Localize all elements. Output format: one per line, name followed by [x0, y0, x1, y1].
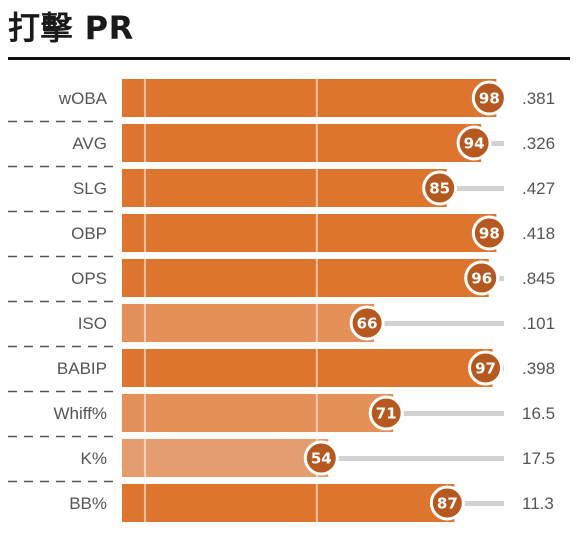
stat-value: .845: [522, 269, 555, 288]
percentile-badge: [471, 80, 507, 116]
percentile-label: 94: [464, 135, 485, 153]
percentile-badge: [429, 485, 465, 521]
bar-fill: [122, 259, 489, 297]
stat-value: 16.5: [522, 404, 555, 423]
category-label: wOBA: [58, 89, 108, 108]
reference-line: [315, 259, 318, 297]
stat-value: .427: [522, 179, 555, 198]
reference-line: [315, 349, 318, 387]
reference-line: [143, 124, 146, 162]
stat-value: .381: [522, 89, 555, 108]
stat-value: .398: [522, 359, 555, 378]
percentile-label: 71: [376, 405, 397, 423]
reference-line: [315, 169, 318, 207]
reference-line: [143, 394, 146, 432]
category-label: BB%: [69, 494, 107, 513]
reference-line: [143, 214, 146, 252]
percentile-label: 96: [471, 270, 492, 288]
reference-line: [143, 259, 146, 297]
percentile-label: 98: [479, 225, 500, 243]
percentile-label: 85: [429, 180, 450, 198]
reference-line: [143, 304, 146, 342]
stat-value: .418: [522, 224, 555, 243]
bar-fill: [122, 304, 375, 342]
category-label: ISO: [78, 314, 107, 333]
title-underline: [8, 57, 570, 60]
percentile-label: 54: [311, 450, 332, 468]
percentile-badge: [368, 395, 404, 431]
percentile-badge: [468, 350, 504, 386]
reference-line: [143, 439, 146, 477]
percentile-badge: [456, 125, 492, 161]
bar-fill: [122, 214, 497, 252]
stat-value: 11.3: [522, 494, 554, 513]
bar-fill: [122, 169, 447, 207]
percentile-label: 66: [357, 315, 378, 333]
percentile-badge: [464, 260, 500, 296]
stat-value: .101: [522, 314, 555, 333]
bar-fill: [122, 124, 482, 162]
bar-fill: [122, 439, 329, 477]
stat-value: 17.5: [522, 449, 555, 468]
bar-fill: [122, 349, 493, 387]
percentile-badge: [471, 215, 507, 251]
reference-line: [143, 79, 146, 117]
category-label: BABIP: [57, 359, 107, 378]
reference-line: [143, 169, 146, 207]
reference-line: [315, 304, 318, 342]
chart-title: 打擊 PR: [8, 9, 134, 47]
reference-line: [315, 394, 318, 432]
percentile-badge: [349, 305, 385, 341]
reference-line: [143, 349, 146, 387]
category-label: AVG: [72, 134, 107, 153]
bar-fill: [122, 79, 497, 117]
percentile-badge: [422, 170, 458, 206]
percentile-label: 97: [475, 360, 496, 378]
percentile-label: 87: [437, 495, 458, 513]
category-label: OBP: [71, 224, 107, 243]
reference-line: [143, 484, 146, 522]
category-label: K%: [81, 449, 107, 468]
reference-line: [315, 124, 318, 162]
category-label: Whiff%: [53, 404, 107, 423]
category-label: SLG: [73, 179, 107, 198]
reference-line: [315, 484, 318, 522]
percentile-label: 98: [479, 90, 500, 108]
reference-line: [315, 214, 318, 252]
stat-value: .326: [522, 134, 555, 153]
percentile-badge: [303, 440, 339, 476]
bar-fill: [122, 394, 394, 432]
bar-fill: [122, 484, 455, 522]
category-label: OPS: [71, 269, 107, 288]
reference-line: [315, 79, 318, 117]
